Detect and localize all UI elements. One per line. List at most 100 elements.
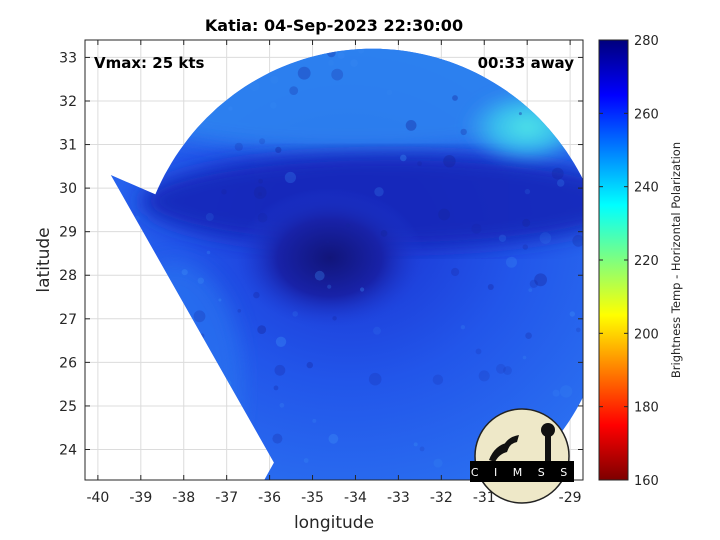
x-tick-label: -38 [172,490,195,506]
texture-speckle [380,230,388,237]
texture-speckle [496,363,506,374]
texture-speckle [328,60,334,66]
y-tick-label: 26 [59,355,77,371]
texture-speckle [506,256,517,268]
texture-speckle [297,66,311,80]
y-tick-label: 31 [59,138,77,154]
texture-speckle [234,142,243,151]
logo-disc [474,408,570,504]
x-tick-label: -32 [430,490,453,506]
texture-speckle [253,291,260,299]
texture-speckle [452,95,458,101]
colorbar-tick-label: 260 [634,107,659,122]
texture-speckle [327,284,332,289]
y-tick-label: 33 [59,50,77,66]
plot-frame [84,39,584,481]
texture-speckle [274,364,286,376]
texture-speckle [539,232,552,244]
texture-speckle [386,89,393,96]
colorbar-tick-label: 200 [634,327,659,342]
colorbar-tick-label: 240 [634,181,659,196]
texture-speckle [518,112,522,116]
texture-speckle [432,374,444,385]
time-away-annotation: 00:33 away [478,54,575,72]
texture-speckle [528,288,533,292]
logo-tower-icon [545,430,551,464]
y-tick-label: 30 [59,181,77,197]
texture-speckle [360,287,365,292]
texture-speckle [522,218,531,227]
texture-speckle [314,270,325,281]
texture-speckle [471,223,482,234]
texture-speckle [552,389,560,397]
x-tick-label: -40 [86,490,109,506]
texture-speckle [373,326,381,335]
texture-speckle [451,267,460,277]
colorbar-tick-label: 160 [634,474,659,489]
texture-speckle [576,327,581,333]
storm-core [235,188,425,328]
texture-speckle [306,361,313,369]
texture-speckle [253,186,267,200]
cimss-logo: C I M S S [470,408,574,504]
texture-speckle [275,336,287,347]
colorbar-tick-label: 220 [634,254,659,269]
texture-speckle [569,311,575,317]
texture-speckle [273,385,279,391]
texture-speckle [257,325,267,334]
x-tick-label: -37 [215,490,238,506]
texture-speckle [337,52,345,59]
y-axis: 24 25 26 27 28 29 30 31 32 33 [59,50,583,459]
texture-speckle [405,120,417,131]
vmax-annotation: Vmax: 25 kts [94,54,204,72]
texture-speckle [328,433,339,444]
texture-speckle [345,223,351,228]
y-tick-label: 27 [59,312,77,328]
x-axis: -40-39-38-37-36-35-34-33-32-31-30-29 [86,40,582,506]
x-tick-label: -29 [559,490,582,506]
texture-speckle [433,458,443,468]
texture-speckle [503,366,512,375]
texture-speckle [270,102,277,109]
texture-speckle [258,192,262,196]
colorbar-ticks: 160 180 200 220 240 260 280 [599,34,659,489]
texture-speckle [289,86,299,95]
texture-speckle [534,273,547,287]
texture-speckle [292,311,299,317]
texture-speckle [218,298,222,302]
colorbar-tick-label: 180 [634,401,659,416]
x-tick-label: -31 [473,490,496,506]
texture-speckle [419,446,425,452]
texture-speckle [331,68,344,81]
y-axis-label: latitude [34,227,54,292]
texture-speckle [400,154,407,162]
texture-speckle [257,212,268,223]
texture-speckle [460,325,466,330]
texture-speckle [522,244,528,250]
texture-speckle [475,348,482,355]
texture-speckle [557,179,565,187]
x-axis-label: longitude [294,513,374,533]
texture-speckle [284,171,296,184]
y-tick-label: 28 [59,268,77,284]
texture-speckle [206,250,211,255]
texture-speckle [326,240,330,244]
texture-speckle [270,75,279,84]
texture-speckle [438,208,450,221]
logo-dish2-icon [503,435,519,449]
texture-speckle [350,59,358,67]
texture-speckle [417,161,422,167]
texture-speckle [193,310,206,323]
texture-speckle [524,188,531,195]
texture-speckle [525,332,532,340]
texture-speckle [205,212,214,221]
texture-speckle [551,167,564,180]
logo-band [470,461,574,482]
logo-tank-icon [541,423,555,437]
colorbar-label: Brightness Temp - Horizontal Polarizatio… [669,142,683,378]
texture-speckle [181,269,188,276]
x-tick-label: -39 [129,490,152,506]
texture-speckle [221,189,227,195]
texture-speckle [572,234,583,247]
